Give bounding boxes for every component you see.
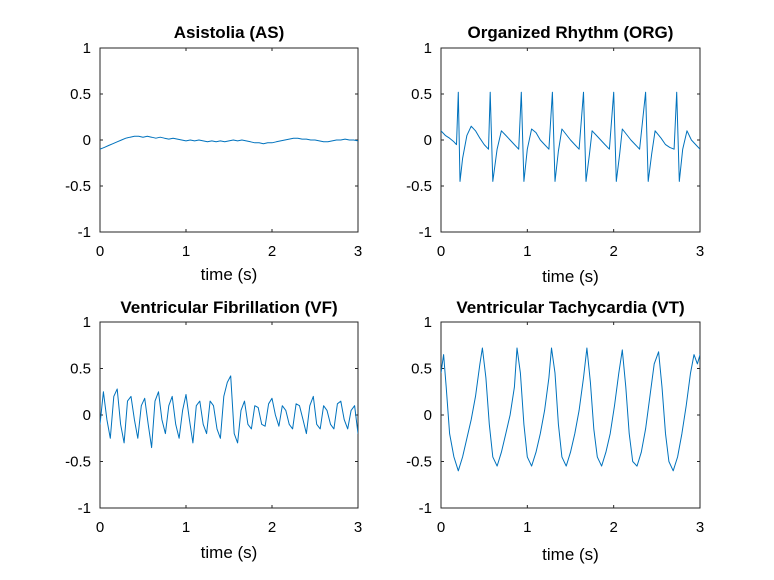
series-line-ventricular-tachycardia-vt — [441, 347, 700, 472]
x-tick-label: 3 — [354, 243, 362, 260]
x-tick-label: 2 — [609, 519, 617, 536]
series-line-ventricular-fibrillation-vf — [100, 375, 358, 449]
y-tick-label: 0 — [83, 407, 91, 424]
x-axis-label: time (s) — [542, 545, 599, 564]
x-tick-label: 0 — [437, 243, 445, 260]
axes-box — [99, 321, 359, 509]
x-axis-label: time (s) — [201, 265, 258, 284]
x-tick-label: 3 — [696, 243, 704, 260]
subplot-4: Ventricular Tachycardia (VT) 0 1 2 3 1 0.5 0 -0.… — [406, 298, 704, 564]
y-tick-label: 1 — [424, 40, 432, 57]
x-tick-label: 0 — [96, 519, 104, 536]
series-line-asistolia-as — [100, 135, 358, 150]
y-tick-label: 1 — [83, 314, 91, 331]
subplot-3: Ventricular Fibrillation (VF) 0 1 2 3 1 0.5 0 -0… — [65, 298, 362, 562]
x-tick-label: 0 — [96, 243, 104, 260]
chart-title: Organized Rhythm (ORG) — [468, 23, 674, 42]
axes-box — [99, 47, 359, 233]
x-axis-label: time (s) — [542, 267, 599, 286]
x-tick-label: 0 — [437, 519, 445, 536]
y-tick-label: 1 — [424, 314, 432, 331]
y-tick-label: 0.5 — [70, 86, 91, 103]
x-tick-label: 1 — [182, 243, 190, 260]
y-tick-label: 0.5 — [70, 361, 91, 378]
chart-title: Ventricular Tachycardia (VT) — [456, 298, 684, 317]
y-tick-label: 0 — [83, 132, 91, 149]
y-tick-label: 0 — [424, 132, 432, 149]
y-tick-label: -0.5 — [65, 454, 91, 471]
subplot-2: Organized Rhythm (ORG) 0 1 2 3 1 0.5 0 -0.5 -1 tim… — [406, 23, 704, 286]
y-tick-label: -0.5 — [65, 178, 91, 195]
y-tick-label: -1 — [419, 224, 432, 241]
chart-title: Asistolia (AS) — [174, 23, 285, 42]
y-tick-label: 1 — [83, 40, 91, 57]
y-tick-label: -1 — [78, 224, 91, 241]
axes-box — [440, 321, 701, 509]
y-tick-label: -0.5 — [406, 454, 432, 471]
series-line-organized-rhythm-org — [441, 91, 700, 182]
x-tick-label: 1 — [523, 243, 531, 260]
x-tick-label: 2 — [268, 519, 276, 536]
subplot-1: Asistolia (AS) 0 1 2 3 1 0.5 0 -0.5 -1 time (s) — [65, 23, 362, 284]
y-tick-label: -0.5 — [406, 178, 432, 195]
x-tick-label: 2 — [268, 243, 276, 260]
y-tick-label: 0 — [424, 407, 432, 424]
y-tick-label: -1 — [78, 500, 91, 517]
y-tick-label: -1 — [419, 500, 432, 517]
x-tick-label: 1 — [523, 519, 531, 536]
y-tick-label: 0.5 — [411, 361, 432, 378]
x-tick-label: 1 — [182, 519, 190, 536]
x-tick-label: 2 — [609, 243, 617, 260]
x-axis-label: time (s) — [201, 543, 258, 562]
x-tick-label: 3 — [696, 519, 704, 536]
y-tick-label: 0.5 — [411, 86, 432, 103]
chart-title: Ventricular Fibrillation (VF) — [120, 298, 337, 317]
x-tick-label: 3 — [354, 519, 362, 536]
